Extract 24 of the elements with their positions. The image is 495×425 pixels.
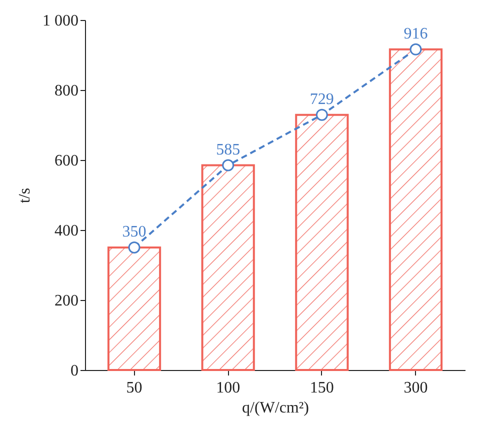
- y-tick-label: 400: [54, 222, 78, 240]
- x-axis-title: q/(W/cm²): [242, 400, 309, 416]
- bar: [107, 246, 162, 371]
- point: [128, 242, 140, 254]
- x-tick-label: 100: [216, 380, 240, 396]
- y-tick-label: 600: [54, 152, 78, 170]
- data-label: 585: [216, 141, 240, 158]
- bar: [295, 114, 349, 371]
- y-tick-label: 200: [54, 292, 78, 310]
- y-axis-title: t/s: [16, 188, 34, 204]
- x-tick-label: 300: [404, 380, 428, 396]
- y-tick-label: 0: [70, 362, 78, 380]
- bar: [388, 48, 443, 371]
- point: [222, 159, 234, 172]
- data-label: 350: [122, 224, 146, 240]
- y-tick-label: 1 000: [42, 12, 78, 30]
- x-tick-label: 50: [126, 380, 142, 396]
- point: [316, 108, 328, 121]
- y-tick-label: 800: [54, 82, 78, 100]
- data-label: 729: [310, 90, 334, 108]
- data-label: 916: [404, 25, 428, 42]
- point: [410, 43, 422, 56]
- x-tick-label: 150: [310, 380, 334, 396]
- bar: [201, 164, 255, 371]
